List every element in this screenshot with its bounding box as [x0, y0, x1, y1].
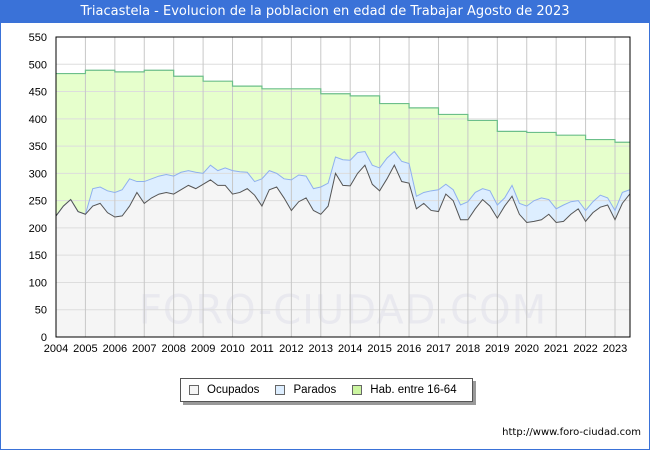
- watermark: FORO-CIUDAD.COM: [139, 287, 547, 333]
- y-tick-label: 150: [29, 250, 47, 262]
- x-tick-label: 2017: [426, 343, 450, 355]
- parados-line: [55, 150, 630, 217]
- x-tick-label: 2022: [573, 343, 597, 355]
- x-tick-label: 2016: [397, 343, 421, 355]
- y-tick-label: 250: [29, 196, 47, 208]
- y-tick-label: 300: [29, 168, 47, 180]
- y-tick-label: 100: [29, 277, 47, 289]
- x-tick-label: 2019: [485, 343, 509, 355]
- legend-label-ocupados: Ocupados: [207, 384, 260, 396]
- legend-item-ocupados: Ocupados: [189, 384, 259, 396]
- x-tick-label: 2012: [279, 343, 303, 355]
- x-tick-label: 2018: [456, 343, 480, 355]
- x-tick-label: 2013: [309, 343, 333, 355]
- hab-line: [56, 69, 630, 143]
- x-tick-label: 2014: [338, 343, 362, 355]
- y-tick-label: 450: [29, 87, 47, 99]
- y-tick-label: 50: [35, 305, 47, 317]
- x-tick-label: 2005: [73, 343, 97, 355]
- legend: Ocupados Parados Hab. entre 16-64: [180, 378, 473, 402]
- chart-title: Triacastela - Evolucion de la poblacion …: [0, 0, 650, 23]
- y-tick-label: 350: [29, 141, 47, 153]
- ocupados-area: [56, 165, 630, 337]
- legend-item-parados: Parados: [275, 384, 336, 396]
- y-tick-label: 200: [29, 223, 47, 235]
- x-tick-label: 2006: [103, 343, 127, 355]
- x-tick-label: 2023: [603, 343, 627, 355]
- x-tick-label: 2004: [44, 343, 68, 355]
- x-tick-label: 2020: [514, 343, 538, 355]
- legend-label-parados: Parados: [293, 384, 337, 396]
- x-tick-label: 2011: [250, 343, 274, 355]
- legend-swatch-hab: [352, 385, 363, 395]
- plot-border: [55, 36, 631, 338]
- y-tick-label: 550: [29, 32, 47, 44]
- legend-swatch-ocupados: [189, 385, 199, 395]
- legend-label-hab: Hab. entre 16-64: [370, 384, 457, 396]
- x-tick-label: 2021: [544, 343, 568, 355]
- x-tick-label: 2007: [132, 343, 156, 355]
- legend-item-hab: Hab. entre 16-64: [352, 384, 457, 396]
- x-tick-label: 2015: [367, 343, 391, 355]
- x-tick-label: 2008: [161, 343, 185, 355]
- legend-swatch-parados: [275, 385, 286, 395]
- y-tick-label: 500: [29, 59, 47, 71]
- source-url[interactable]: http://www.foro-ciudad.com: [502, 427, 641, 438]
- x-tick-label: 2009: [191, 343, 215, 355]
- y-tick-label: 400: [29, 114, 47, 126]
- x-tick-label: 2010: [220, 343, 244, 355]
- y-tick-label: 0: [41, 332, 47, 344]
- ocupados-line: [55, 164, 631, 223]
